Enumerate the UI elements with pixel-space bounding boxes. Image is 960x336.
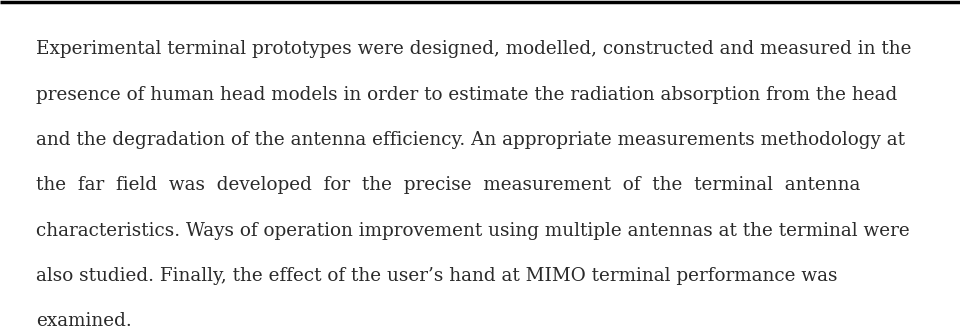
Text: examined.: examined. — [36, 312, 132, 331]
Text: the  far  field  was  developed  for  the  precise  measurement  of  the  termin: the far field was developed for the prec… — [36, 176, 861, 195]
Text: Experimental terminal prototypes were designed, modelled, constructed and measur: Experimental terminal prototypes were de… — [36, 40, 912, 58]
Text: characteristics. Ways of operation improvement using multiple antennas at the te: characteristics. Ways of operation impro… — [36, 222, 910, 240]
Text: presence of human head models in order to estimate the radiation absorption from: presence of human head models in order t… — [36, 86, 898, 104]
Text: and the degradation of the antenna efficiency. An appropriate measurements metho: and the degradation of the antenna effic… — [36, 131, 905, 149]
Text: also studied. Finally, the effect of the user’s hand at MIMO terminal performanc: also studied. Finally, the effect of the… — [36, 267, 838, 285]
